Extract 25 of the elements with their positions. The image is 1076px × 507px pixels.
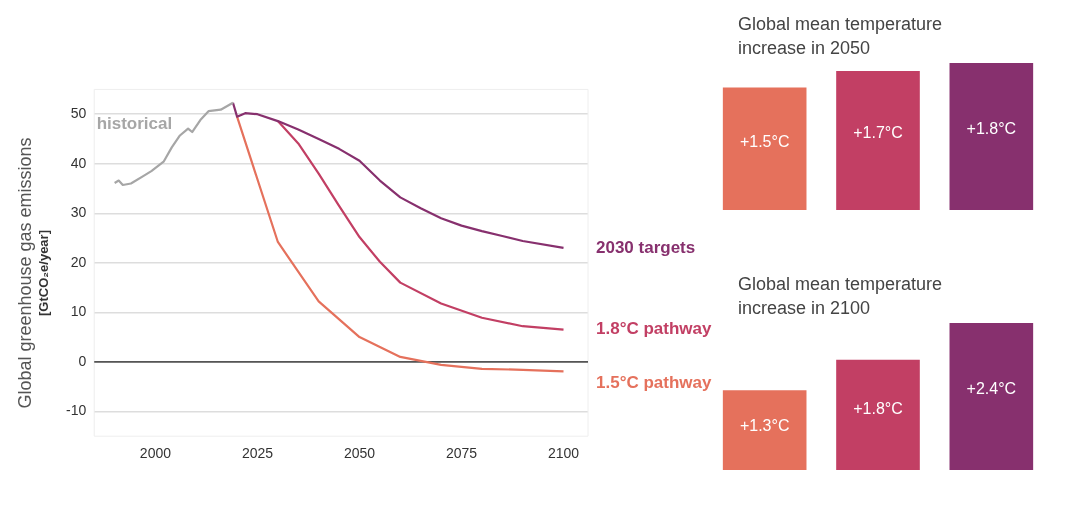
data-label: +2.4°C — [966, 379, 1017, 397]
y-tick-label: 40 — [70, 154, 87, 171]
y-tick-label: 20 — [70, 253, 87, 270]
y-tick-label: -10 — [66, 402, 87, 419]
x-tick-label: 2075 — [445, 445, 478, 462]
x-tick-label: 2025 — [241, 445, 274, 462]
chart-title: Global mean temperature increase in 2100 — [737, 273, 944, 320]
series-label: 2030 targets — [596, 237, 696, 257]
data-label: +1.8°C — [966, 119, 1017, 137]
data-label: +1.7°C — [853, 124, 903, 142]
x-tick-label: 2100 — [547, 445, 580, 462]
series-label: 1.5°C pathway — [596, 372, 712, 392]
chart-title: Global mean temperature increase in 2050 — [737, 13, 944, 60]
y-tick-label: 10 — [70, 303, 87, 320]
series-label: historical — [96, 114, 173, 134]
data-label: +1.5°C — [739, 133, 790, 150]
y-tick-label: 50 — [70, 105, 87, 122]
series-label: 1.8°C pathway — [596, 319, 712, 339]
y-axis-title: Global greenhouse gas emissions [GtCO₂e/year] — [15, 137, 51, 409]
data-label: +1.8°C — [853, 399, 903, 417]
x-tick-label: 2000 — [139, 445, 172, 462]
y-tick-label: 30 — [70, 204, 87, 221]
data-label: +1.3°C — [739, 416, 790, 434]
y-tick-label: 0 — [78, 352, 87, 369]
x-tick-label: 2050 — [343, 445, 376, 462]
